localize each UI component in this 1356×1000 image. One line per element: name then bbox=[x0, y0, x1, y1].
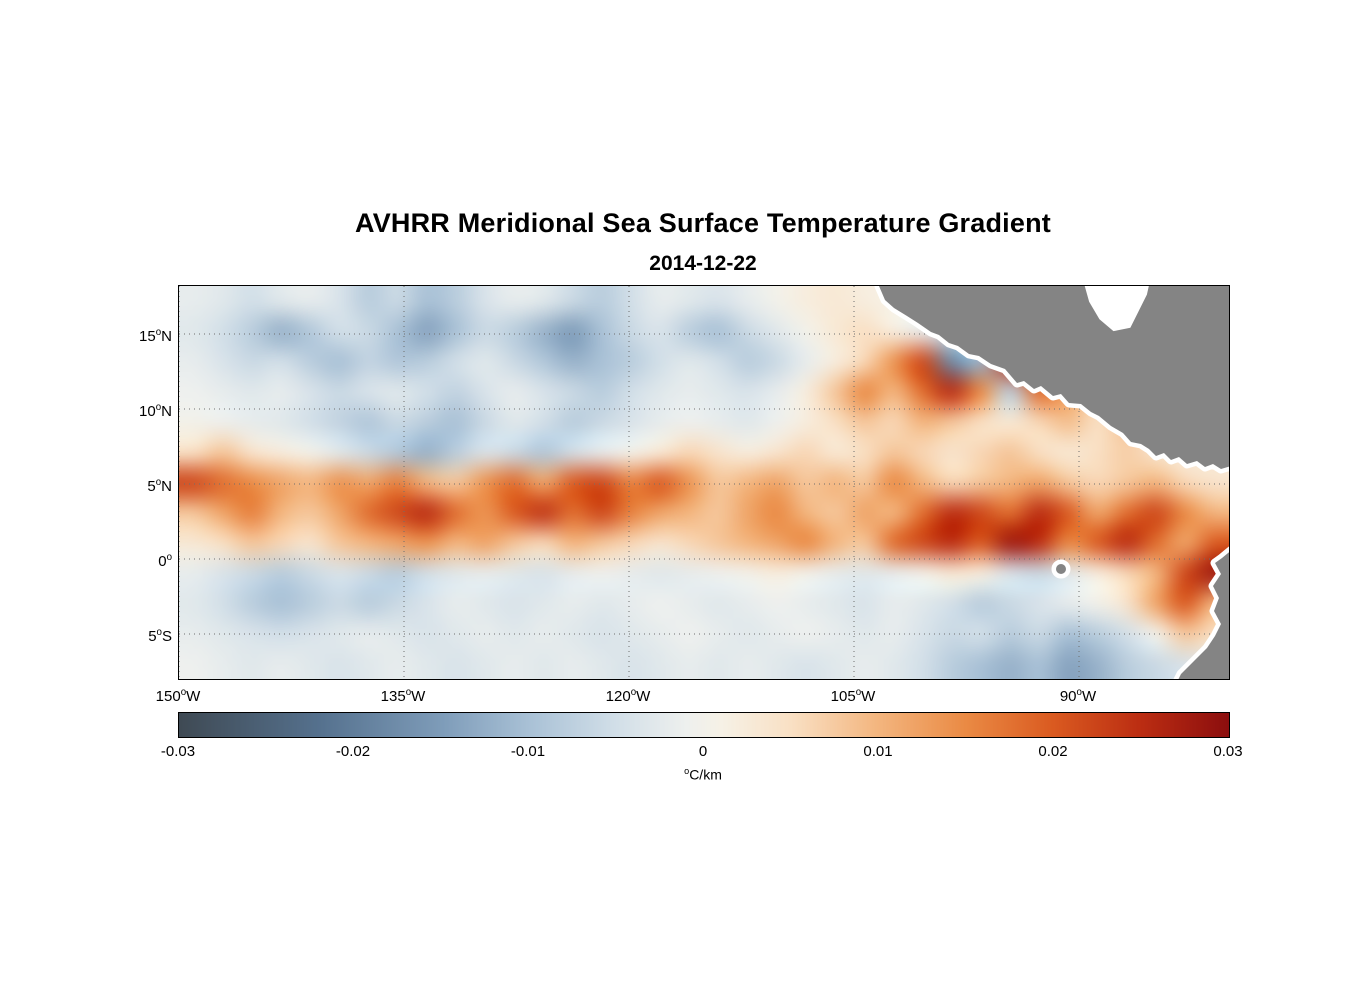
colorbar-unit-label: oC/km bbox=[684, 766, 722, 783]
caribbean-sea-notch bbox=[1084, 286, 1149, 332]
colorbar bbox=[178, 712, 1230, 738]
x-tick-label: 90oW bbox=[1059, 687, 1097, 705]
y-tick-label: 15oN bbox=[139, 327, 172, 345]
y-tick-label: 10oN bbox=[139, 402, 172, 420]
y-tick-label: 5oN bbox=[147, 477, 172, 495]
landmass-central-america bbox=[879, 286, 1229, 469]
chart-title: AVHRR Meridional Sea Surface Temperature… bbox=[355, 208, 1051, 238]
colorbar-gradient-canvas bbox=[179, 713, 1229, 737]
map-plot-area bbox=[178, 285, 1230, 680]
x-tick-label: 150oW bbox=[155, 687, 201, 705]
x-tick-label: 105oW bbox=[830, 687, 876, 705]
colorbar-tick-label: 0.02 bbox=[1038, 743, 1068, 760]
y-tick-label: 5oS bbox=[148, 627, 172, 645]
colorbar-tick-label: -0.03 bbox=[160, 743, 196, 760]
y-tick-label: 0o bbox=[158, 552, 172, 570]
landmasses bbox=[874, 286, 1229, 679]
x-tick-label: 135oW bbox=[380, 687, 426, 705]
colorbar-tick-label: 0.01 bbox=[863, 743, 893, 760]
chart-date-subtitle: 2014-12-22 bbox=[649, 252, 757, 275]
colorbar-tick-label: -0.02 bbox=[335, 743, 371, 760]
landmass-south-america bbox=[1178, 552, 1229, 679]
colorbar-tick-label: 0.03 bbox=[1213, 743, 1243, 760]
colorbar-tick-label: -0.01 bbox=[510, 743, 546, 760]
colorbar-tick-label: 0 bbox=[698, 743, 708, 760]
map-overlay bbox=[179, 286, 1229, 679]
galapagos-island bbox=[1056, 564, 1066, 574]
x-tick-label: 120oW bbox=[605, 687, 651, 705]
